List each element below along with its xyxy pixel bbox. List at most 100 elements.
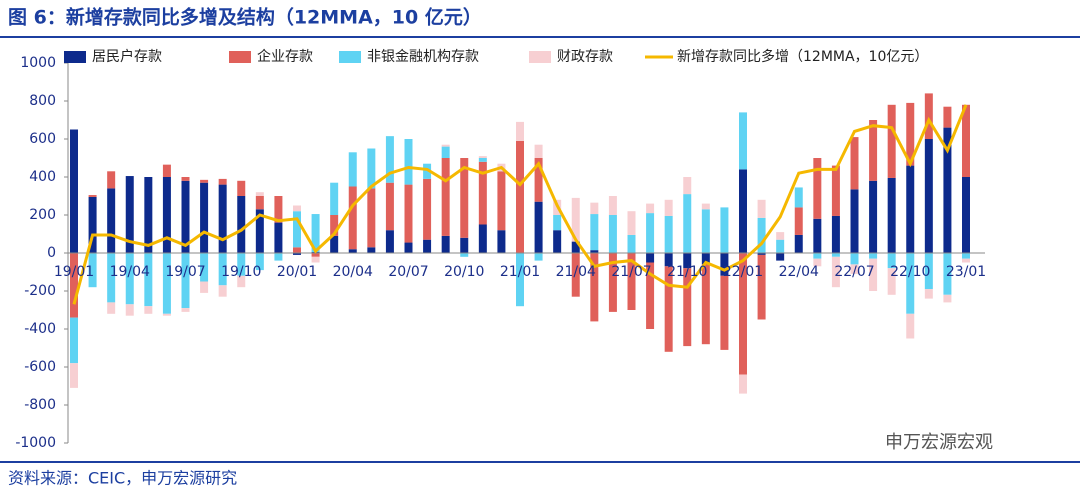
bar (534, 158, 543, 202)
x-tick-label: 20/10 (444, 264, 484, 280)
bar (869, 180, 878, 253)
x-tick-label: 21/07 (611, 264, 651, 280)
chart-title: 图 6：新增存款同比多增及结构（12MMA，10 亿元） (8, 6, 482, 29)
bar (683, 268, 692, 347)
bar (478, 158, 487, 162)
bar (757, 254, 766, 320)
x-tick-label: 22/10 (890, 264, 930, 280)
bar (460, 158, 469, 238)
bar (646, 262, 655, 329)
bar (590, 250, 599, 253)
bar (237, 196, 246, 253)
bar (571, 197, 580, 242)
bar (330, 215, 339, 236)
bar (255, 196, 264, 210)
bar (924, 253, 933, 290)
bar (441, 144, 450, 147)
bar (497, 171, 506, 231)
bar (553, 215, 562, 231)
bar (385, 182, 394, 231)
bar (683, 177, 692, 195)
bar (739, 112, 747, 170)
bar (850, 264, 859, 274)
bar (887, 177, 896, 253)
legend-swatch (229, 51, 251, 63)
y-tick-label: 400 (29, 169, 56, 185)
bar (664, 199, 673, 216)
bar (739, 253, 747, 375)
bar (664, 253, 673, 267)
bar (218, 253, 227, 286)
bar (776, 232, 785, 240)
bar (943, 106, 952, 128)
bar (516, 253, 524, 307)
bar (70, 317, 78, 364)
x-tick-label: 23/01 (946, 264, 986, 280)
bar (720, 275, 729, 350)
x-tick-label: 22/01 (723, 264, 763, 280)
bar (906, 102, 915, 166)
bar (813, 258, 822, 267)
bar (70, 129, 78, 253)
bar (125, 304, 134, 316)
bar (218, 285, 227, 297)
bar (794, 234, 803, 253)
bar (237, 180, 246, 196)
bar (701, 209, 710, 253)
bar (404, 242, 413, 253)
legend-label: 居民户存款 (92, 48, 162, 65)
bar (534, 201, 543, 253)
bar (553, 230, 562, 253)
bar (739, 169, 747, 253)
bar (701, 264, 710, 345)
bar (757, 199, 766, 218)
bar (255, 192, 264, 196)
bar (311, 214, 320, 253)
bar (720, 253, 729, 276)
bar (385, 136, 394, 183)
x-tick-label: 20/04 (333, 264, 373, 280)
legend-label: 企业存款 (257, 48, 313, 65)
bar (70, 253, 78, 318)
bar (534, 253, 543, 261)
bar (423, 163, 432, 179)
bar (441, 235, 450, 253)
bar (218, 178, 227, 185)
bar (943, 294, 952, 303)
x-tick-label: 19/01 (54, 264, 94, 280)
bar (274, 222, 283, 253)
y-tick-label: -1000 (15, 435, 56, 451)
bar (255, 253, 264, 271)
bar (850, 137, 859, 190)
bar (887, 268, 896, 295)
bar (831, 165, 840, 216)
bar (478, 156, 487, 158)
bar (88, 196, 97, 253)
bar (107, 302, 116, 314)
bar (516, 121, 524, 141)
bar (423, 178, 432, 240)
bar (385, 230, 394, 253)
y-tick-label: 800 (29, 93, 56, 109)
y-tick-label: -200 (24, 283, 56, 299)
bar (367, 247, 376, 253)
bar (887, 253, 896, 269)
bar (293, 253, 301, 255)
bar (107, 253, 116, 303)
legend-label: 非银金融机构存款 (367, 49, 479, 65)
legend-swatch (529, 51, 551, 63)
y-tick-label: 200 (29, 207, 56, 223)
bar (720, 207, 729, 253)
bar (664, 266, 673, 352)
bar (831, 256, 840, 288)
bar (683, 253, 692, 269)
legend-label: 财政存款 (557, 49, 613, 65)
bar (943, 253, 952, 295)
bar (460, 237, 469, 253)
x-tick-label: 20/01 (277, 264, 317, 280)
bar (88, 253, 97, 288)
bar (348, 186, 357, 250)
x-tick-label: 20/07 (388, 264, 428, 280)
bar (906, 313, 915, 339)
